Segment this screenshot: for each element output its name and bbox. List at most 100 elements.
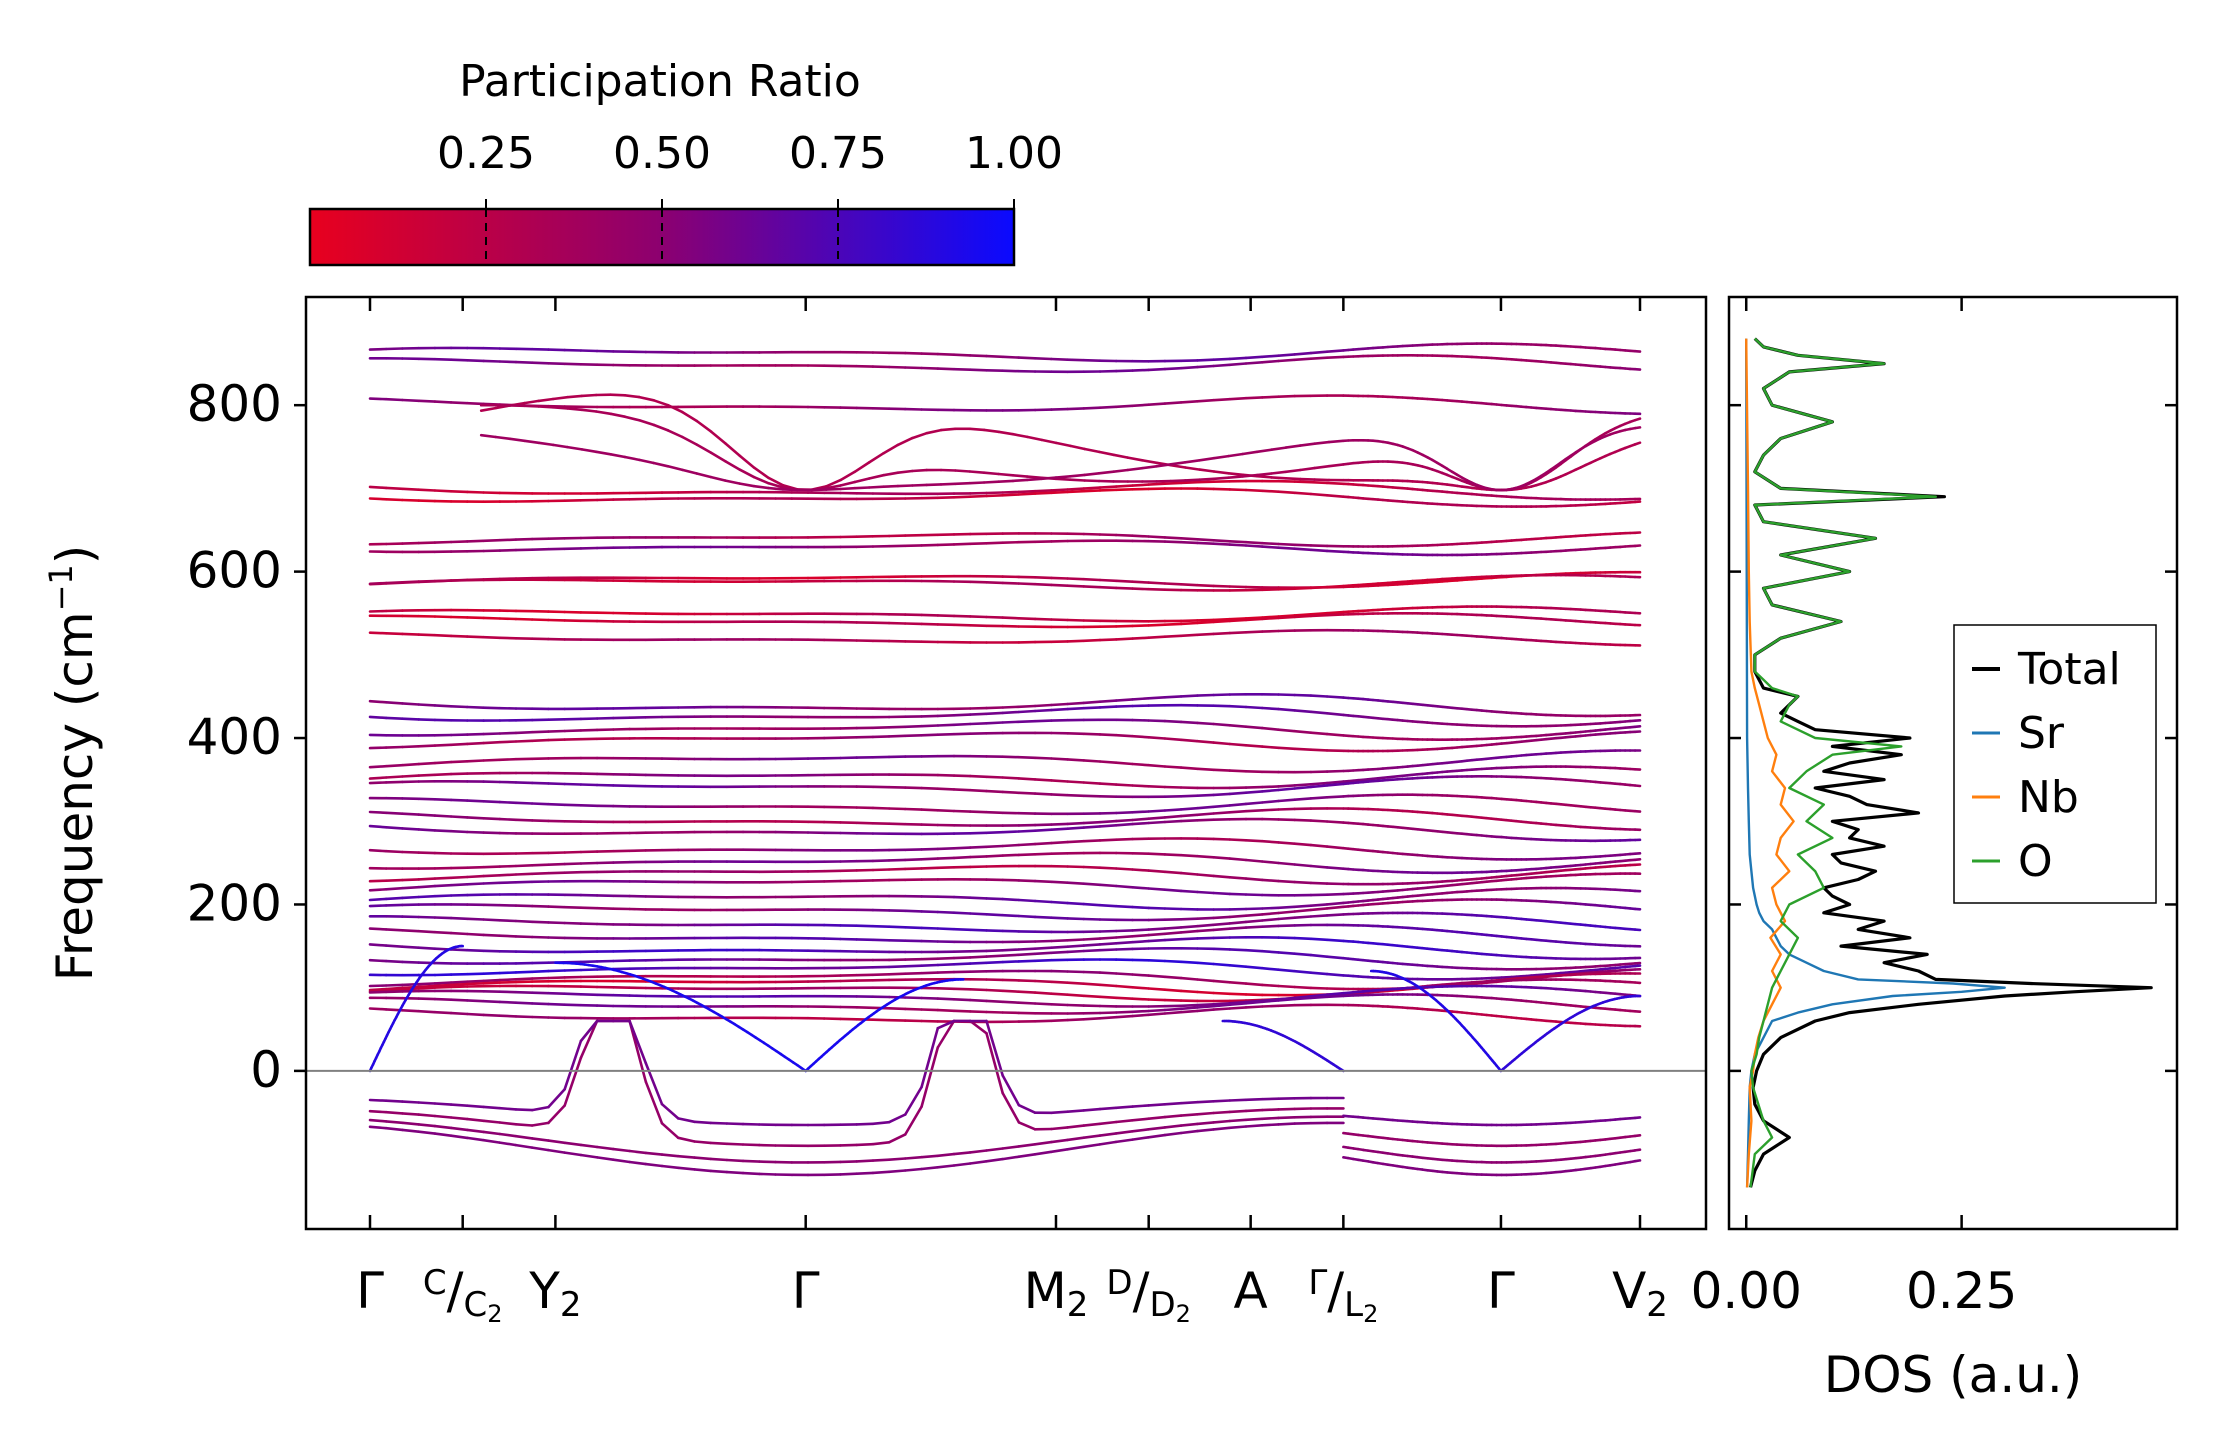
phonon-band [1325, 584, 1345, 589]
phonon-band [530, 802, 550, 806]
phonon-band [887, 925, 907, 929]
phonon-band [1227, 452, 1245, 458]
phonon-band [1244, 913, 1264, 918]
phonon-band [522, 404, 541, 408]
phonon-band [985, 830, 1005, 835]
phonon-band [1198, 468, 1216, 473]
phonon-band [1212, 741, 1232, 746]
phonon-band [1196, 854, 1215, 859]
phonon-band [952, 495, 972, 499]
phonon-band [903, 807, 923, 811]
phonon-band [609, 393, 627, 397]
phonon-band [482, 981, 502, 985]
phonon-band [417, 1009, 437, 1014]
phonon-band [1179, 871, 1199, 876]
phonon-band [1284, 444, 1302, 449]
phonon-band [1001, 720, 1021, 724]
phonon-band [1050, 916, 1069, 920]
phonon-band [1325, 845, 1345, 850]
phonon-band [1017, 777, 1037, 781]
phonon-band [1260, 788, 1280, 793]
phonon-band [1293, 357, 1313, 362]
phonon-band [1309, 731, 1329, 736]
phonon-band [1033, 489, 1053, 493]
phonon-band [985, 929, 1005, 933]
phonon-band [1050, 707, 1069, 712]
phonon-band [936, 1008, 956, 1013]
phonon-band [1293, 747, 1313, 752]
phonon-band [867, 451, 885, 464]
phonon-band [368, 984, 388, 988]
phonon-band [384, 397, 404, 402]
phonon-band [871, 859, 891, 863]
phonon-band [465, 981, 485, 986]
phonon-band [498, 757, 518, 762]
phonon-band [1033, 491, 1053, 495]
phonon-band [384, 983, 404, 987]
phonon-band [547, 738, 567, 742]
phonon-band [1293, 863, 1313, 868]
phonon-band [1244, 808, 1264, 813]
phonon-band [1017, 719, 1037, 724]
phonon-band [882, 484, 900, 489]
phonon-band [1017, 879, 1037, 883]
phonon-band [563, 862, 583, 866]
phonon-band [1001, 989, 1021, 994]
phonon-band [547, 905, 567, 909]
phonon-band [767, 481, 785, 489]
phonon-band [1001, 1000, 1021, 1005]
phonon-band [920, 857, 940, 861]
phonon-band [968, 494, 988, 499]
phonon-band [1098, 705, 1118, 709]
phonon-band [563, 992, 583, 996]
phonon-band [1001, 493, 1021, 497]
phonon-band [417, 633, 437, 637]
phonon-band [1114, 369, 1134, 373]
phonon-band [1212, 538, 1232, 543]
phonon-band [417, 986, 437, 990]
phonon-band [1147, 958, 1167, 963]
phonon-band [547, 862, 567, 867]
phonon-band [1050, 992, 1069, 997]
phonon-band [1017, 1001, 1037, 1005]
phonon-band [498, 880, 518, 885]
phonon-band [1163, 366, 1183, 371]
phonon-band [514, 935, 534, 939]
phonon-band [968, 928, 988, 932]
phonon-band [1309, 781, 1329, 786]
phonon-band [482, 799, 502, 804]
phonon-band [1050, 779, 1069, 783]
phonon-band [1277, 1003, 1296, 1008]
phonon-band [1184, 478, 1201, 482]
phonon-band [752, 466, 770, 480]
phonon-band [1050, 757, 1069, 761]
phonon-band [1228, 809, 1248, 814]
phonon-band [595, 906, 615, 911]
phonon-band [1196, 936, 1215, 940]
phonon-band [417, 813, 437, 817]
phonon-band [1212, 947, 1232, 951]
phonon-band [514, 980, 534, 984]
phonon-band [530, 618, 550, 622]
phonon-band [920, 613, 940, 617]
phonon-band [1001, 490, 1021, 494]
phonon-band [433, 997, 453, 1002]
phonon-band [1293, 709, 1313, 714]
phonon-band [1163, 481, 1183, 486]
phonon-band [1098, 883, 1118, 888]
phonon-band [1198, 456, 1216, 462]
phonon-band [952, 846, 972, 850]
phonon-band [1325, 780, 1345, 785]
phonon-band [530, 863, 550, 867]
phonon-band [1131, 905, 1150, 910]
phonon-band [563, 921, 583, 925]
phonon-band [920, 963, 940, 968]
phonon-band [1270, 446, 1288, 452]
phonon-band [936, 856, 956, 860]
phonon-band [530, 361, 550, 365]
phonon-band [433, 876, 453, 880]
phonon-band [1309, 971, 1329, 976]
phonon-band [417, 718, 437, 722]
phonon-band [1001, 948, 1021, 952]
phonon-band [1325, 349, 1345, 354]
